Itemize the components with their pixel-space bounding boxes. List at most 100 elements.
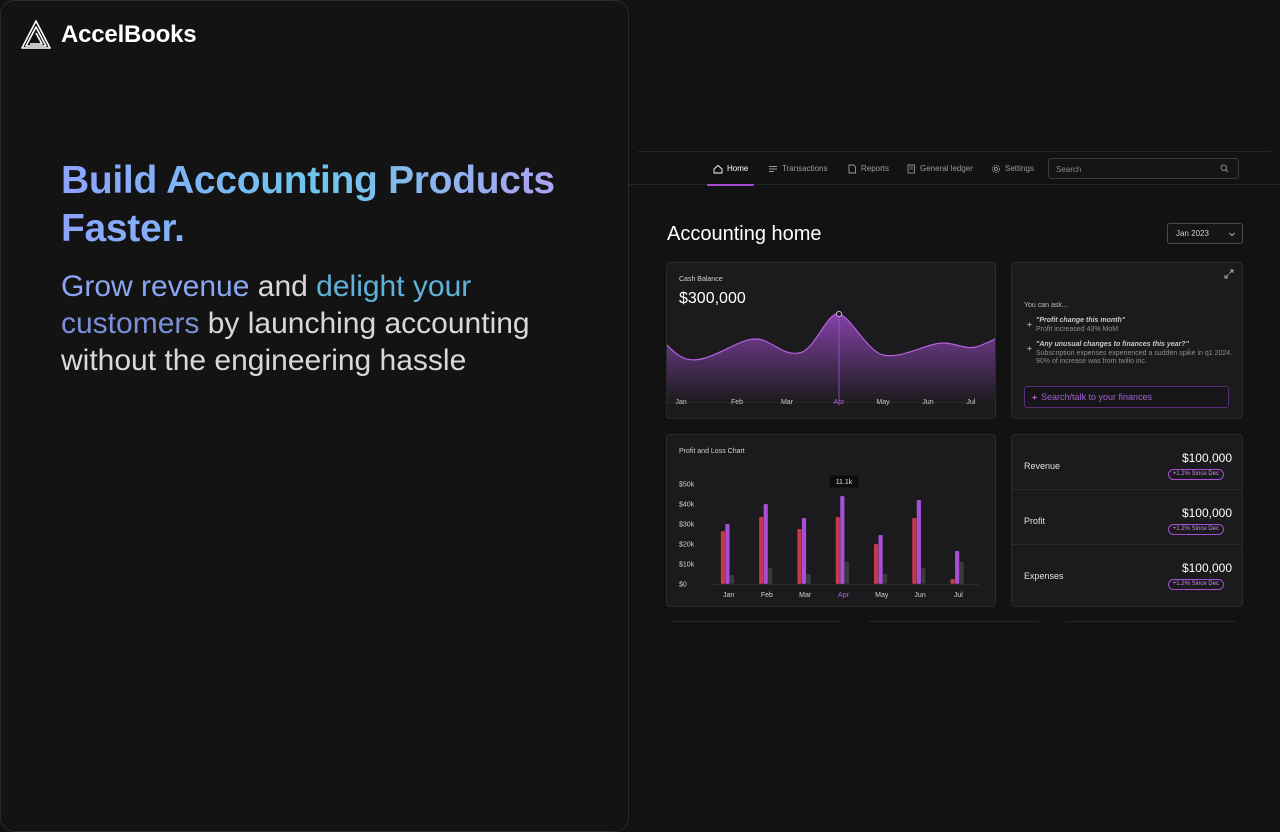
bar-tooltip-label: 11.1k bbox=[836, 479, 853, 486]
bar-jul-series-2 bbox=[959, 562, 964, 584]
nav-transactions[interactable]: Transactions bbox=[768, 152, 828, 185]
document-icon bbox=[848, 164, 856, 173]
bar-jun-series-1 bbox=[916, 500, 921, 584]
bar-mar-series-1 bbox=[801, 518, 807, 584]
cash-month-jul: Jul bbox=[966, 399, 976, 406]
x-tick-label: Jan bbox=[723, 592, 734, 599]
bar-jan-series-2 bbox=[729, 575, 735, 584]
cash-balance-label: Cash Balance bbox=[679, 276, 723, 283]
question-text: "Profit change this month" bbox=[1036, 317, 1126, 324]
hero-title: Build Accounting Products Faster. bbox=[61, 157, 601, 253]
bar-jan-series-1 bbox=[725, 524, 730, 584]
y-tick-label: $40k bbox=[679, 502, 695, 509]
brand[interactable]: AccelBooks bbox=[21, 20, 197, 50]
card-edge bbox=[869, 621, 1039, 622]
cash-month-axis: Jan Feb Mar Apr May Jun Jul bbox=[667, 399, 995, 411]
nav-reports-label: Reports bbox=[861, 164, 890, 173]
hero-highlight-delight: delight your bbox=[316, 270, 472, 303]
suggested-question[interactable]: "Profit change this month" Profit increa… bbox=[1024, 317, 1234, 334]
cash-month-apr: Apr bbox=[833, 399, 845, 406]
y-tick-label: $20k bbox=[679, 542, 695, 549]
sparkle-icon bbox=[1031, 393, 1038, 401]
bar-apr-series-0 bbox=[835, 517, 840, 584]
profit-loss-chart: $0 $10k $20k $30k $40k $50k Jan Feb Mar Apr 11.1k M… bbox=[679, 474, 979, 599]
home-icon bbox=[713, 164, 723, 173]
question-answer: Profit increased 43% MoM bbox=[1036, 325, 1119, 333]
profit-loss-card: Profit and Loss Chart $0 $10k $20k $30k $40k… bbox=[666, 434, 996, 607]
hero-subtitle: Grow revenue and delight your customers … bbox=[61, 268, 601, 379]
hero-highlight-customers: customers bbox=[61, 307, 200, 340]
nav-home[interactable]: Home bbox=[706, 152, 755, 186]
bar-may-series-0 bbox=[873, 544, 879, 584]
y-tick-label: $10k bbox=[679, 562, 695, 569]
suggested-question[interactable]: "Any unusual changes to finances this ye… bbox=[1024, 341, 1234, 367]
y-tick-label: $30k bbox=[679, 522, 695, 529]
metric-change-badge: +1.2% Since Dec bbox=[1167, 524, 1224, 535]
bar-jul-series-0 bbox=[950, 579, 955, 584]
metric-value: $100,000 bbox=[1181, 561, 1232, 575]
nav-transactions-label: Transactions bbox=[782, 164, 828, 173]
cash-apr-marker bbox=[835, 310, 843, 318]
bar-jun-series-0 bbox=[912, 518, 917, 584]
cash-balance-value: $300,000 bbox=[679, 290, 746, 307]
metric-name: Revenue bbox=[1024, 461, 1061, 471]
cash-month-jan: Jan bbox=[675, 399, 687, 406]
bar-apr-series-2 bbox=[844, 561, 849, 584]
nav-settings-label: Settings bbox=[1005, 164, 1034, 173]
bar-may-series-2 bbox=[882, 574, 888, 584]
bar-mar-series-2 bbox=[806, 574, 811, 584]
x-tick-label: Apr bbox=[838, 592, 850, 599]
ask-input[interactable] bbox=[1041, 392, 1228, 402]
bar-feb-series-0 bbox=[759, 517, 764, 584]
nav-home-label: Home bbox=[727, 164, 749, 173]
bar-mar-series-0 bbox=[797, 529, 802, 584]
bar-jun-series-2 bbox=[921, 568, 926, 584]
nav-settings[interactable]: Settings bbox=[991, 152, 1034, 185]
period-select[interactable]: Jan 2023 bbox=[1167, 223, 1243, 244]
list-icon bbox=[769, 165, 777, 172]
hero-panel: AccelBooks Build Accounting Products Fas… bbox=[0, 0, 629, 832]
profit-loss-title: Profit and Loss Chart bbox=[679, 448, 745, 455]
ask-intro: You can ask... bbox=[1024, 302, 1068, 309]
ledger-icon bbox=[907, 164, 915, 173]
bar-tooltip bbox=[828, 474, 860, 489]
metric-value: $100,000 bbox=[1181, 506, 1232, 520]
metric-expenses[interactable]: Expenses $100,000 +1.2% Since Dec bbox=[1012, 545, 1242, 600]
question-text: "Any unusual changes to finances this ye… bbox=[1036, 341, 1189, 348]
metric-revenue[interactable]: Revenue $100,000 +1.2% Since Dec bbox=[1012, 435, 1242, 490]
hero-text-1: and bbox=[249, 270, 317, 303]
app-preview: Home Transactions Reports General ledger… bbox=[629, 150, 1280, 832]
ask-input-box bbox=[1024, 386, 1229, 408]
bar-feb-series-2 bbox=[768, 568, 773, 584]
nav-reports[interactable]: Reports bbox=[847, 152, 889, 185]
gear-icon bbox=[991, 164, 1001, 173]
metrics-card: Revenue $100,000 +1.2% Since Dec Profit … bbox=[1011, 434, 1243, 607]
nav-general-ledger[interactable]: General ledger bbox=[906, 152, 973, 185]
bar-jul-series-1 bbox=[955, 551, 960, 584]
hero-highlight-revenue: Grow revenue bbox=[61, 270, 250, 303]
x-tick-label: Feb bbox=[761, 592, 773, 599]
metric-name: Expenses bbox=[1024, 571, 1064, 581]
metric-profit[interactable]: Profit $100,000 +1.2% Since Dec bbox=[1012, 490, 1242, 545]
search-icon[interactable] bbox=[1220, 164, 1229, 173]
cash-month-feb: Feb bbox=[730, 399, 744, 406]
cash-balance-chart bbox=[667, 310, 995, 403]
chevron-down-icon bbox=[1229, 232, 1235, 237]
top-nav: Home Transactions Reports General ledger… bbox=[629, 152, 1280, 186]
y-tick-label: $50k bbox=[679, 482, 695, 489]
metric-change-badge: +1.2% Since Dec bbox=[1167, 469, 1224, 480]
sparkle-icon bbox=[1026, 345, 1033, 352]
divider bbox=[638, 151, 1271, 152]
question-answer: Subscription expenses experienced a sudd… bbox=[1036, 349, 1233, 366]
search-input[interactable] bbox=[1049, 160, 1209, 179]
expand-icon[interactable] bbox=[1224, 269, 1234, 279]
brand-name: AccelBooks bbox=[61, 21, 197, 48]
y-tick-label: $0 bbox=[679, 582, 687, 589]
page-title: Accounting home bbox=[667, 223, 822, 245]
metric-name: Profit bbox=[1024, 516, 1046, 526]
bar-may-series-1 bbox=[878, 535, 883, 584]
cash-area-fill bbox=[667, 313, 995, 403]
x-tick-label: May bbox=[875, 592, 889, 599]
x-tick-label: Mar bbox=[799, 592, 812, 599]
bar-apr-series-1 bbox=[840, 496, 845, 584]
